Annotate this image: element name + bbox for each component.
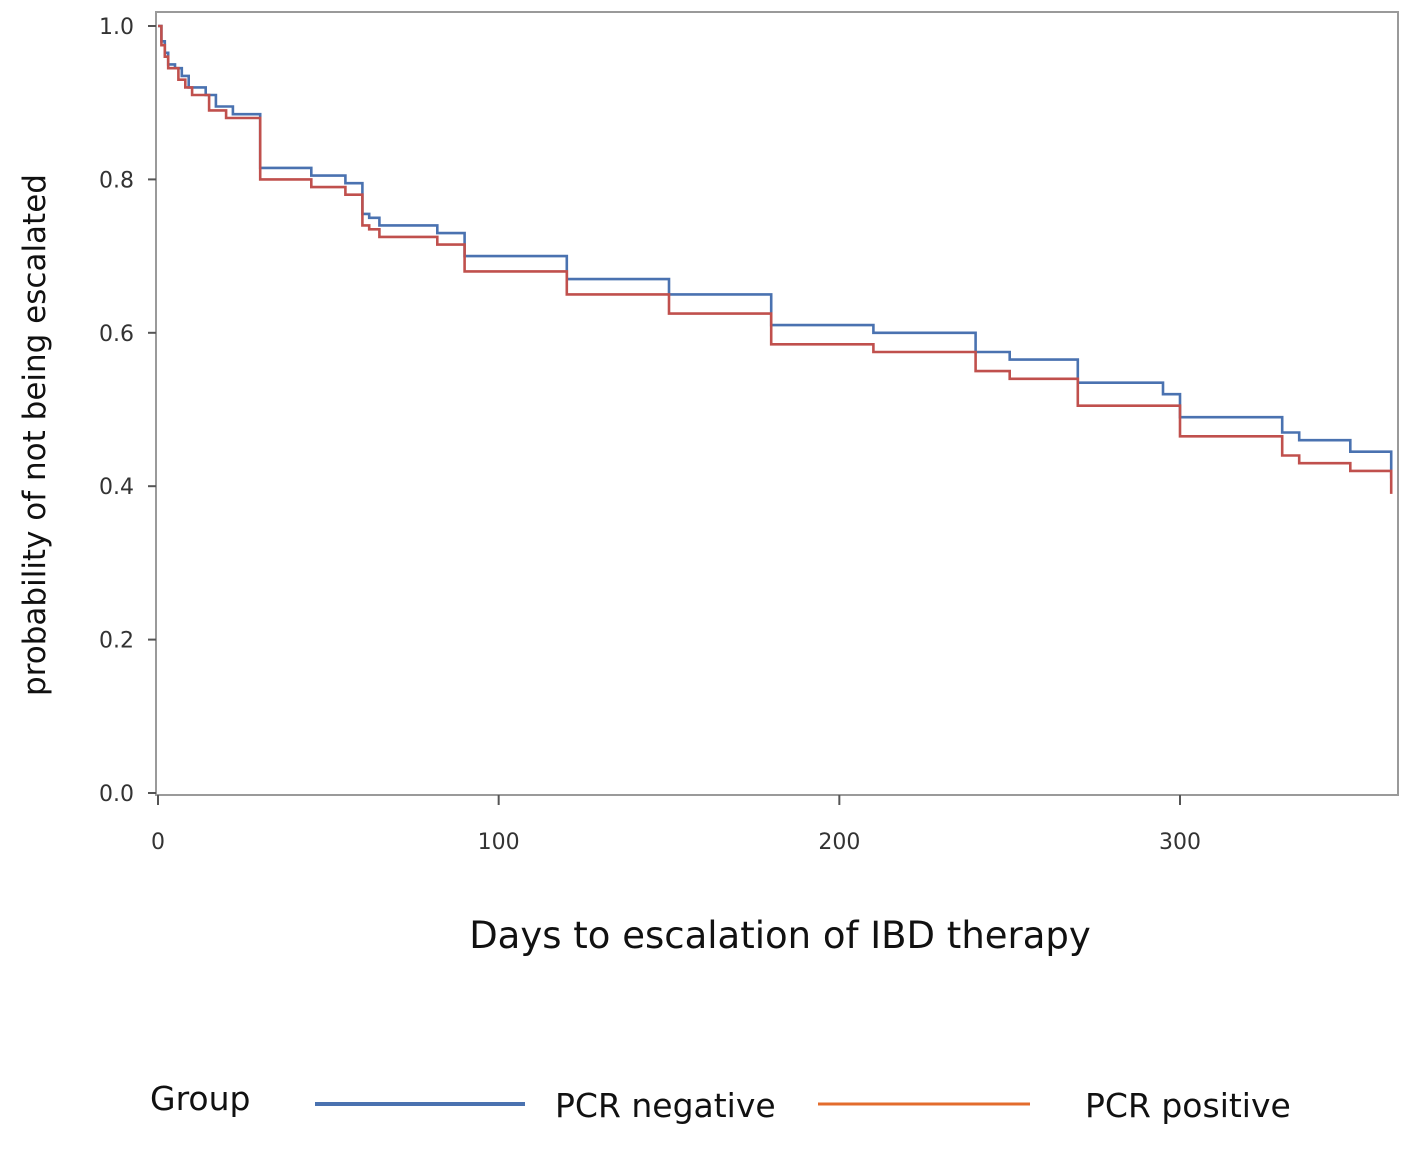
legend-label-pcr-positive: PCR positive bbox=[1085, 1086, 1291, 1125]
y-tick-label: 0.8 bbox=[99, 168, 134, 193]
x-tick-label: 200 bbox=[818, 830, 860, 855]
y-axis: 0.0 0.2 0.4 0.6 0.8 1.0 bbox=[99, 15, 156, 807]
x-tick-label: 100 bbox=[478, 830, 520, 855]
plot-frame bbox=[155, 11, 1399, 796]
legend-label-pcr-negative: PCR negative bbox=[555, 1086, 776, 1125]
y-tick-label: 0.0 bbox=[99, 782, 134, 807]
x-axis: 0 100 200 300 bbox=[151, 795, 1201, 855]
x-axis-title: Days to escalation of IBD therapy bbox=[469, 914, 1091, 957]
x-tick-label: 300 bbox=[1159, 830, 1201, 855]
y-tick-label: 1.0 bbox=[99, 15, 134, 40]
series-line-pcr-negative bbox=[158, 24, 1393, 479]
y-tick-label: 0.2 bbox=[99, 629, 134, 654]
legend-title: Group bbox=[150, 1079, 250, 1118]
x-tick-label: 0 bbox=[151, 830, 165, 855]
y-axis-title: probability of not being escalated bbox=[17, 174, 53, 696]
series-layer bbox=[158, 24, 1393, 494]
y-tick-label: 0.6 bbox=[99, 322, 134, 347]
series-line-pcr-positive bbox=[158, 24, 1393, 494]
legend: Group PCR negative PCR positive bbox=[150, 1079, 1291, 1125]
y-tick-label: 0.4 bbox=[99, 475, 134, 500]
